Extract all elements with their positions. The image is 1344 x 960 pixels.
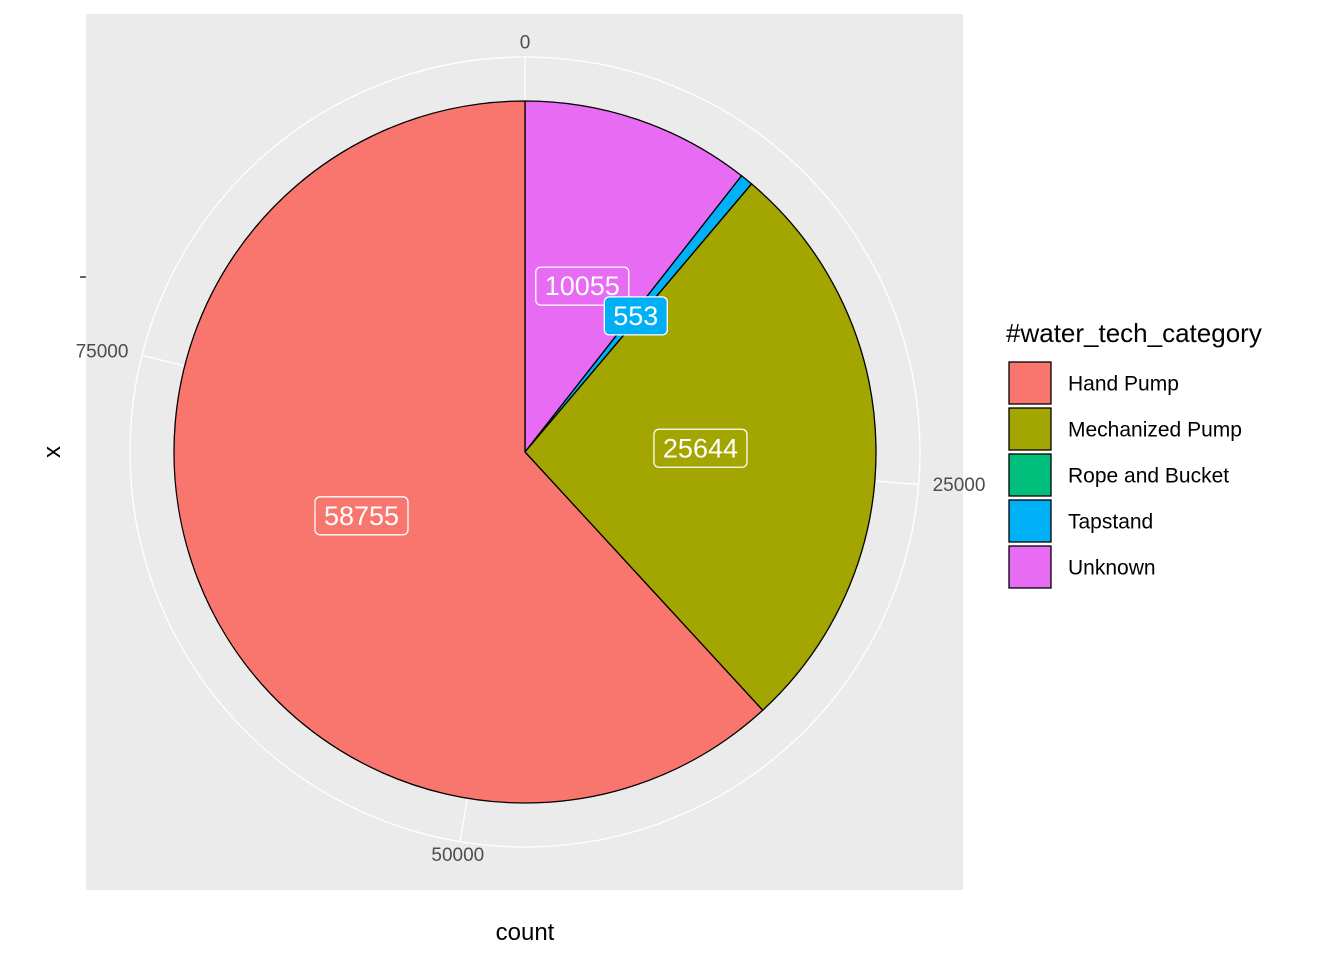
slice-label-text: 25644 bbox=[663, 433, 738, 463]
slice-label-box bbox=[653, 428, 748, 468]
slice-label-unknown: 10055 bbox=[535, 266, 630, 306]
y-axis-title: x bbox=[39, 446, 66, 458]
pie-slices bbox=[173, 100, 877, 804]
radial-tick-label: 25000 bbox=[933, 475, 986, 496]
slice-label-text: 10055 bbox=[545, 271, 620, 301]
legend-label: Rope and Bucket bbox=[1068, 465, 1229, 488]
legend-item-hand-pump: Hand Pump bbox=[1008, 361, 1179, 405]
slice-label-box bbox=[314, 496, 409, 536]
legend-key bbox=[1008, 499, 1052, 543]
grid-spoke bbox=[141, 354, 185, 367]
legend-title: #water_tech_category bbox=[1006, 318, 1262, 348]
x-axis-title: count bbox=[496, 919, 555, 946]
grid-spoke bbox=[874, 480, 919, 486]
slice-label-tapstand: 553 bbox=[603, 296, 668, 336]
legend-key bbox=[1008, 361, 1052, 405]
legend-item-unknown: Unknown bbox=[1008, 545, 1156, 589]
slice-label-hand-pump: 58755 bbox=[314, 496, 409, 536]
slice-label-box bbox=[603, 296, 668, 336]
legend: #water_tech_category Hand Pump Mechanized… bbox=[1006, 318, 1262, 589]
legend-item-rope-and-bucket: Rope and Bucket bbox=[1008, 453, 1229, 497]
pie-slice-hand-pump bbox=[173, 100, 764, 804]
slice-label-text: 553 bbox=[613, 301, 658, 331]
legend-item-tapstand: Tapstand bbox=[1008, 499, 1153, 543]
legend-key bbox=[1008, 453, 1052, 497]
grid-spoke bbox=[459, 798, 468, 842]
radial-tick-label: 75000 bbox=[76, 341, 129, 362]
slice-label-box bbox=[535, 266, 630, 306]
legend-label: Hand Pump bbox=[1068, 373, 1179, 396]
legend-item-mechanized-pump: Mechanized Pump bbox=[1008, 407, 1242, 451]
pie-slice-unknown bbox=[524, 100, 743, 454]
slice-label-text: 58755 bbox=[324, 501, 399, 531]
radial-tick-label: 0 bbox=[520, 33, 531, 54]
legend-label: Unknown bbox=[1068, 557, 1156, 580]
legend-label: Tapstand bbox=[1068, 511, 1153, 534]
legend-key bbox=[1008, 545, 1052, 589]
legend-label: Mechanized Pump bbox=[1068, 419, 1242, 442]
radial-tick-labels: 0 25000 50000 75000 bbox=[76, 33, 986, 866]
legend-key bbox=[1008, 407, 1052, 451]
radial-tick-label: 50000 bbox=[431, 845, 484, 866]
radial-grid bbox=[129, 56, 921, 848]
slice-label-mechanized-pump: 25644 bbox=[653, 428, 748, 468]
